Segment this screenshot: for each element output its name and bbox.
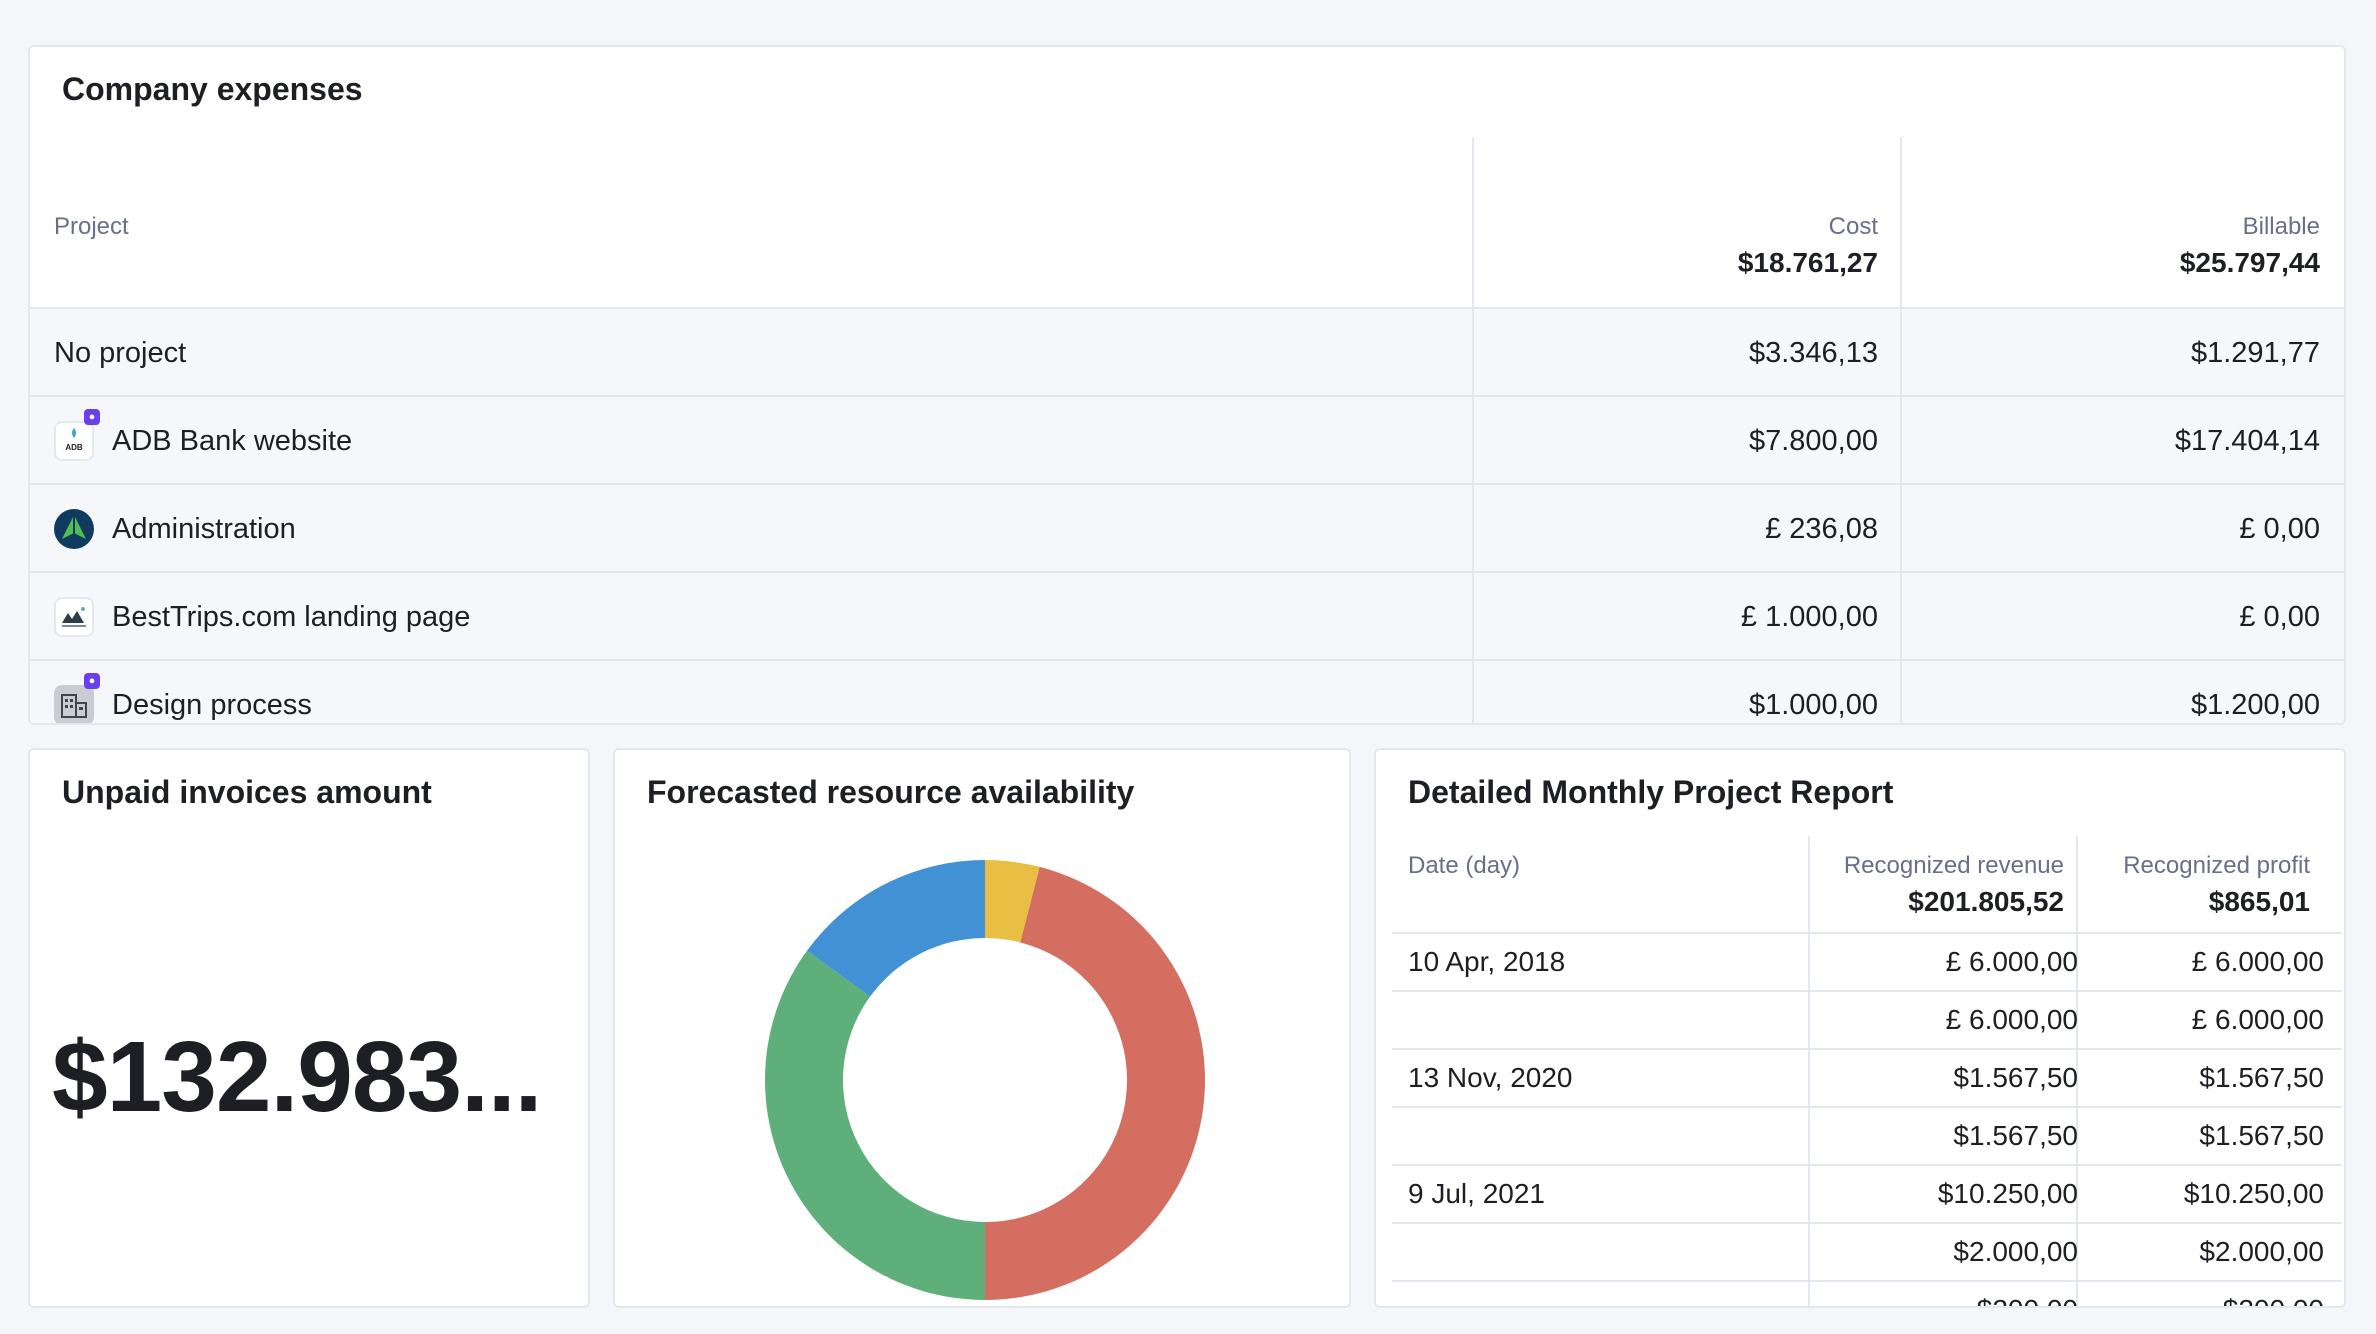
table-row[interactable]: Administration £ 236,08 £ 0,00 — [30, 483, 2344, 571]
tree-logo-icon — [54, 509, 94, 549]
column-divider — [1472, 397, 1474, 483]
report-date: 13 Nov, 2020 — [1408, 1062, 1573, 1093]
unpaid-invoices-card: Unpaid invoices amount $132.983... — [28, 748, 590, 1308]
table-row[interactable]: ● Design process $1.000,00 $1.200,00 — [30, 659, 2344, 723]
adb-logo-icon: ADB — [54, 421, 94, 461]
report-profit: £ 6.000,00 — [2191, 946, 2324, 977]
table-row[interactable]: 10 Apr, 2018 £ 6.000,00 £ 6.000,00 — [1392, 932, 2342, 990]
project-name: Design process — [112, 689, 312, 721]
billable-value: £ 0,00 — [2239, 513, 2320, 545]
project-column-header[interactable]: Project — [54, 213, 129, 240]
billable-column-header[interactable]: Billable — [2242, 213, 2320, 240]
project-name: BestTrips.com landing page — [112, 601, 471, 633]
report-profit: £ 6.000,00 — [2191, 1004, 2324, 1035]
billable-total: $25.797,44 — [2179, 247, 2320, 278]
table-row[interactable]: £ 6.000,00 £ 6.000,00 — [1392, 990, 2342, 1048]
report-revenue: $10.250,00 — [1937, 1178, 2078, 1209]
report-revenue: £ 6.000,00 — [1945, 946, 2078, 977]
cost-value: $1.000,00 — [1748, 689, 1878, 721]
cost-value: $7.800,00 — [1748, 425, 1878, 457]
company-expenses-card: Company expenses Project Cost $18.761,27… — [28, 45, 2346, 725]
billable-value: $1.200,00 — [2190, 689, 2320, 721]
donut-slice-2[interactable] — [765, 950, 985, 1300]
monthly-report-card: Detailed Monthly Project Report Date (da… — [1374, 748, 2346, 1308]
column-divider — [1900, 309, 1902, 395]
billable-value: $17.404,14 — [2174, 425, 2320, 457]
column-divider — [1900, 661, 1902, 723]
report-profit: $1.567,50 — [2199, 1120, 2324, 1151]
revenue-total: $201.805,52 — [1908, 886, 2064, 917]
report-profit: $2.000,00 — [2199, 1236, 2324, 1267]
report-profit: $10.250,00 — [2183, 1178, 2324, 1209]
cost-value: $3.346,13 — [1748, 337, 1878, 369]
unpaid-invoices-title: Unpaid invoices amount — [62, 774, 432, 810]
table-row[interactable]: 13 Nov, 2020 $1.567,50 $1.567,50 — [1392, 1048, 2342, 1106]
donut-slice-3[interactable] — [807, 860, 985, 997]
revenue-column-header[interactable]: Recognized revenue — [1843, 852, 2064, 879]
svg-text:ADB: ADB — [65, 443, 83, 452]
expenses-table: Project Cost $18.761,27 Billable $25.797… — [30, 137, 2344, 723]
table-row[interactable]: $1.567,50 $1.567,50 — [1392, 1106, 2342, 1164]
donut-slice-0[interactable] — [985, 860, 1040, 943]
column-divider — [1900, 137, 1902, 307]
report-revenue: £ 6.000,00 — [1945, 1004, 2078, 1035]
column-divider — [2076, 836, 2078, 1306]
billable-value: $1.291,77 — [2190, 337, 2320, 369]
cost-value: £ 236,08 — [1765, 513, 1878, 545]
besttrips-logo-icon — [54, 597, 94, 637]
report-profit: $1.567,50 — [2199, 1062, 2324, 1093]
billable-value: £ 0,00 — [2239, 601, 2320, 633]
column-divider — [1900, 485, 1902, 571]
column-divider — [1472, 661, 1474, 723]
lock-icon: ● — [84, 409, 100, 425]
table-row[interactable]: No project $3.346,13 $1.291,77 — [30, 307, 2344, 395]
cost-value: £ 1.000,00 — [1740, 601, 1878, 633]
column-divider — [1900, 573, 1902, 659]
project-name: ADB Bank website — [112, 425, 353, 457]
table-row[interactable]: BestTrips.com landing page £ 1.000,00 £ … — [30, 571, 2344, 659]
forecast-availability-card: Forecasted resource availability — [613, 748, 1351, 1308]
column-divider — [1472, 485, 1474, 571]
cost-column-header[interactable]: Cost — [1828, 213, 1878, 240]
report-date: 9 Jul, 2021 — [1408, 1178, 1545, 1209]
report-revenue: $2.000,00 — [1953, 1236, 2078, 1267]
table-row[interactable]: ADB ● ADB Bank website $7.800,00 $17.404… — [30, 395, 2344, 483]
report-table-header: Date (day) Recognized revenue $201.805,5… — [1376, 830, 2344, 958]
table-row[interactable]: $2.000,00 $2.000,00 — [1392, 1222, 2342, 1280]
expenses-table-header: Project Cost $18.761,27 Billable $25.797… — [30, 137, 2344, 307]
cost-total: $18.761,27 — [1737, 247, 1878, 278]
date-column-header[interactable]: Date (day) — [1408, 852, 1521, 879]
table-row[interactable]: 9 Jul, 2021 $10.250,00 $10.250,00 — [1392, 1164, 2342, 1222]
report-date: 10 Apr, 2018 — [1408, 946, 1566, 977]
profit-column-header[interactable]: Recognized profit — [2123, 852, 2310, 879]
donut-slice-1[interactable] — [985, 866, 1205, 1300]
column-divider — [1472, 309, 1474, 395]
project-name: Administration — [112, 513, 296, 545]
column-divider — [1472, 573, 1474, 659]
lock-icon: ● — [84, 673, 100, 689]
report-revenue: $1.567,50 — [1953, 1120, 2078, 1151]
column-divider — [1900, 397, 1902, 483]
column-divider — [1808, 836, 1810, 1306]
profit-total: $865,01 — [2208, 886, 2310, 917]
column-divider — [1472, 137, 1474, 307]
forecast-title: Forecasted resource availability — [647, 774, 1135, 810]
report-revenue: $1.567,50 — [1953, 1062, 2078, 1093]
unpaid-amount: $132.983... — [52, 1021, 542, 1133]
report-profit: $200,00 — [2223, 1294, 2324, 1306]
project-name: No project — [54, 337, 187, 369]
report-title: Detailed Monthly Project Report — [1408, 774, 1894, 810]
company-expenses-title: Company expenses — [62, 71, 363, 107]
table-row[interactable]: $200,00 $200,00 — [1392, 1280, 2342, 1306]
building-icon — [54, 685, 94, 723]
availability-donut-chart[interactable] — [755, 850, 1215, 1308]
report-revenue: $200,00 — [1977, 1294, 2078, 1306]
